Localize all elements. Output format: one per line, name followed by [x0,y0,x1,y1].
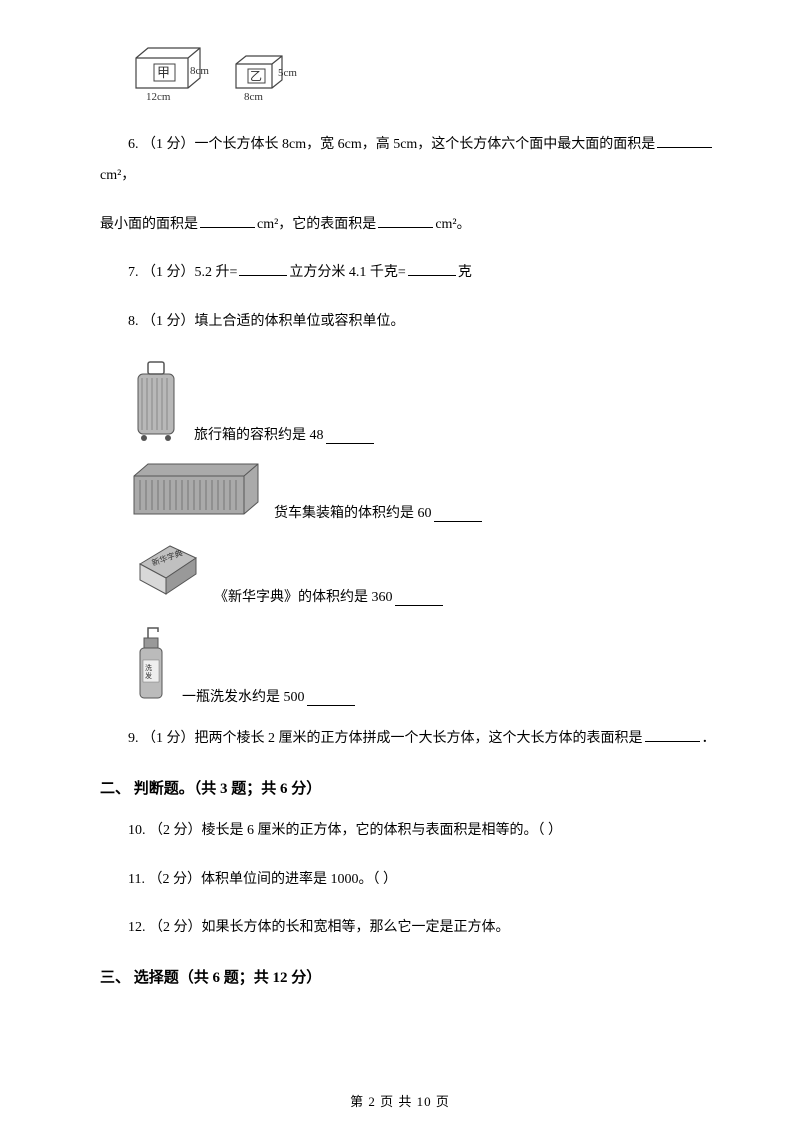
question-9: 9. （1 分）把两个棱长 2 厘米的正方体拼成一个大长方体，这个大长方体的表面… [100,724,720,755]
q7-unit2: 克 [458,265,472,280]
q7-blank2[interactable] [408,260,456,276]
q8-item-3-blank[interactable] [307,690,355,706]
shampoo-icon: 洗 发 [128,620,174,706]
q6-mid: 最小面的面积是 [100,217,198,232]
page-footer: 第 2 页 共 10 页 [0,1091,800,1110]
q7-unit1: 立方分米 4.1 千克= [289,265,405,280]
q8-item-1-blank[interactable] [434,506,482,522]
q9-suffix: ． [702,731,716,746]
q8-item-suitcase: 旅行箱的容积约是 48 [128,356,720,444]
q6-blank2[interactable] [200,212,255,228]
question-10: 10. （2 分）棱长是 6 厘米的正方体，它的体积与表面积是相等的。（ ） [100,816,720,847]
q6-unit3: cm²。 [435,217,470,232]
box-yi: 乙 5cm 8cm [230,50,308,102]
q8-item-1-label: 货车集装箱的体积约是 60 [274,502,432,522]
box-yi-label: 乙 [250,69,262,83]
section-3-header: 三、 选择题（共 6 题；共 12 分） [100,966,720,987]
box-yi-height: 5cm [278,67,297,79]
box-jia-label: 甲 [157,65,170,80]
q6-blank3[interactable] [378,212,433,228]
question-6: 6. （1 分）一个长方体长 8cm，宽 6cm，高 5cm，这个长方体六个面中… [100,130,720,192]
svg-text:洗: 洗 [145,663,152,672]
question-11: 11. （2 分）体积单位间的进率是 1000。（ ） [100,865,720,896]
q9-text: 9. （1 分）把两个棱长 2 厘米的正方体拼成一个大长方体，这个大长方体的表面… [128,731,643,746]
q8-prefix: 8. （1 分）填上合适的体积单位或容积单位。 [128,314,405,329]
box-diagram-row: 甲 8cm 12cm 乙 5cm 8cm [100,40,720,102]
q8-item-2-label: 《新华字典》的体积约是 360 [214,586,393,606]
q8-item-2-blank[interactable] [395,590,443,606]
question-6-cont: 最小面的面积是 cm²，它的表面积是 cm²。 [100,210,720,241]
q8-item-container: 货车集装箱的体积约是 60 [128,458,720,522]
box-jia-width: 12cm [146,91,171,102]
section-2-header: 二、 判断题。（共 3 题；共 6 分） [100,777,720,798]
q6-unit1: cm²， [100,168,135,183]
q8-item-dictionary: 新华字典 《新华字典》的体积约是 360 [128,536,720,606]
q6-blank1[interactable] [657,132,712,148]
q9-blank[interactable] [645,726,700,742]
q7-blank1[interactable] [239,260,287,276]
suitcase-icon [128,356,186,444]
dictionary-icon: 新华字典 [128,536,206,606]
q7-prefix: 7. （1 分）5.2 升= [128,265,237,280]
q8-item-0-blank[interactable] [326,428,374,444]
q8-item-shampoo: 洗 发 一瓶洗发水约是 500 [128,620,720,706]
q6-prefix: 6. （1 分）一个长方体长 8cm，宽 6cm，高 5cm，这个长方体六个面中… [128,137,655,152]
svg-text:发: 发 [145,671,152,680]
box-jia-height: 8cm [190,65,209,77]
q6-unit2: cm²，它的表面积是 [257,217,376,232]
box-jia: 甲 8cm 12cm [128,40,218,102]
container-icon [128,458,266,522]
q8-item-3-label: 一瓶洗发水约是 500 [182,686,305,706]
question-7: 7. （1 分）5.2 升= 立方分米 4.1 千克= 克 [100,258,720,289]
box-yi-width: 8cm [244,91,263,102]
q8-items: 旅行箱的容积约是 48 货车集装箱的体积约是 60 新华字典 《新华字典》的体积… [100,356,720,706]
question-8-head: 8. （1 分）填上合适的体积单位或容积单位。 [100,307,720,338]
question-12: 12. （2 分）如果长方体的长和宽相等，那么它一定是正方体。 [100,913,720,944]
q8-item-0-label: 旅行箱的容积约是 48 [194,424,324,444]
